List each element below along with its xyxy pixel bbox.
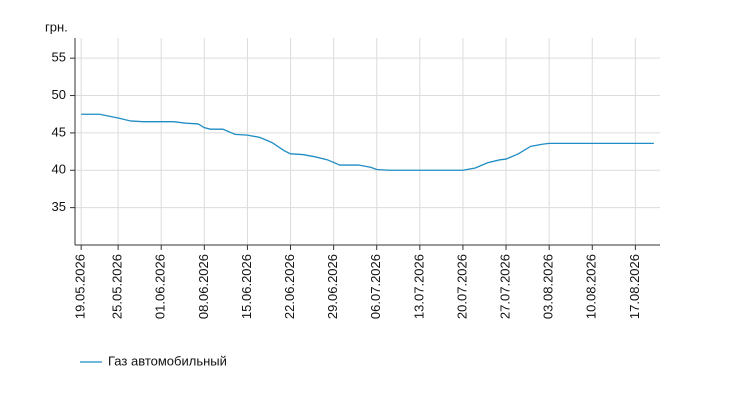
x-tick-label: 27.07.2026 (497, 254, 512, 319)
x-tick-label: 01.06.2026 (153, 254, 168, 319)
x-tick-label: 06.07.2026 (368, 254, 383, 319)
x-tick-label: 13.07.2026 (411, 254, 426, 319)
legend-label: Газ автомобильный (108, 353, 227, 368)
x-tick-label: 19.05.2026 (73, 254, 88, 319)
x-tick-label: 20.07.2026 (454, 254, 469, 319)
x-tick-label: 15.06.2026 (239, 254, 254, 319)
y-axis-label: грн. (45, 19, 68, 34)
x-tick-label: 25.05.2026 (110, 254, 125, 319)
y-tick-label: 55 (52, 50, 66, 65)
y-tick-label: 35 (52, 199, 66, 214)
x-tick-label: 22.06.2026 (282, 254, 297, 319)
y-tick-label: 40 (52, 162, 66, 177)
series-line (81, 113, 654, 171)
y-tick-label: 50 (52, 87, 66, 102)
x-tick-label: 03.08.2026 (541, 254, 556, 319)
x-tick-label: 10.08.2026 (584, 254, 599, 319)
x-tick-label: 29.06.2026 (325, 254, 340, 319)
x-tick-label: 17.08.2026 (627, 254, 642, 319)
y-tick-label: 45 (52, 124, 66, 139)
x-tick-label: 08.06.2026 (196, 254, 211, 319)
